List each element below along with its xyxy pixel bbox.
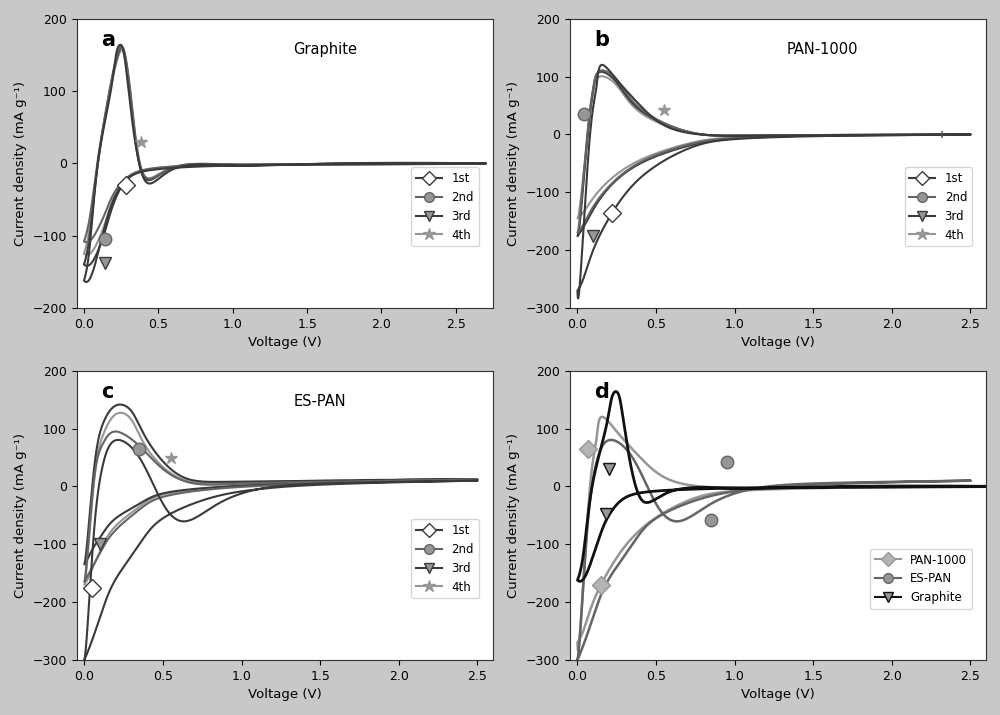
Legend: PAN-1000, ES-PAN, Graphite: PAN-1000, ES-PAN, Graphite <box>870 549 972 609</box>
Legend: 1st, 2nd, 3rd, 4th: 1st, 2nd, 3rd, 4th <box>411 519 479 598</box>
Text: c: c <box>102 383 114 403</box>
Text: Graphite: Graphite <box>293 41 357 56</box>
X-axis label: Voltage (V): Voltage (V) <box>248 336 322 349</box>
Text: b: b <box>595 31 610 51</box>
Legend: 1st, 2nd, 3rd, 4th: 1st, 2nd, 3rd, 4th <box>411 167 479 246</box>
X-axis label: Voltage (V): Voltage (V) <box>248 688 322 701</box>
Y-axis label: Current density (mA g⁻¹): Current density (mA g⁻¹) <box>14 81 27 246</box>
Y-axis label: Current density (mA g⁻¹): Current density (mA g⁻¹) <box>14 433 27 598</box>
Text: a: a <box>102 31 116 51</box>
Y-axis label: Current density (mA g⁻¹): Current density (mA g⁻¹) <box>507 81 520 246</box>
Legend: 1st, 2nd, 3rd, 4th: 1st, 2nd, 3rd, 4th <box>905 167 972 246</box>
Text: PAN-1000: PAN-1000 <box>786 41 858 56</box>
Text: d: d <box>595 383 609 403</box>
Text: ES-PAN: ES-PAN <box>293 393 346 408</box>
X-axis label: Voltage (V): Voltage (V) <box>741 336 815 349</box>
Y-axis label: Current density (mA g⁻¹): Current density (mA g⁻¹) <box>507 433 520 598</box>
X-axis label: Voltage (V): Voltage (V) <box>741 688 815 701</box>
